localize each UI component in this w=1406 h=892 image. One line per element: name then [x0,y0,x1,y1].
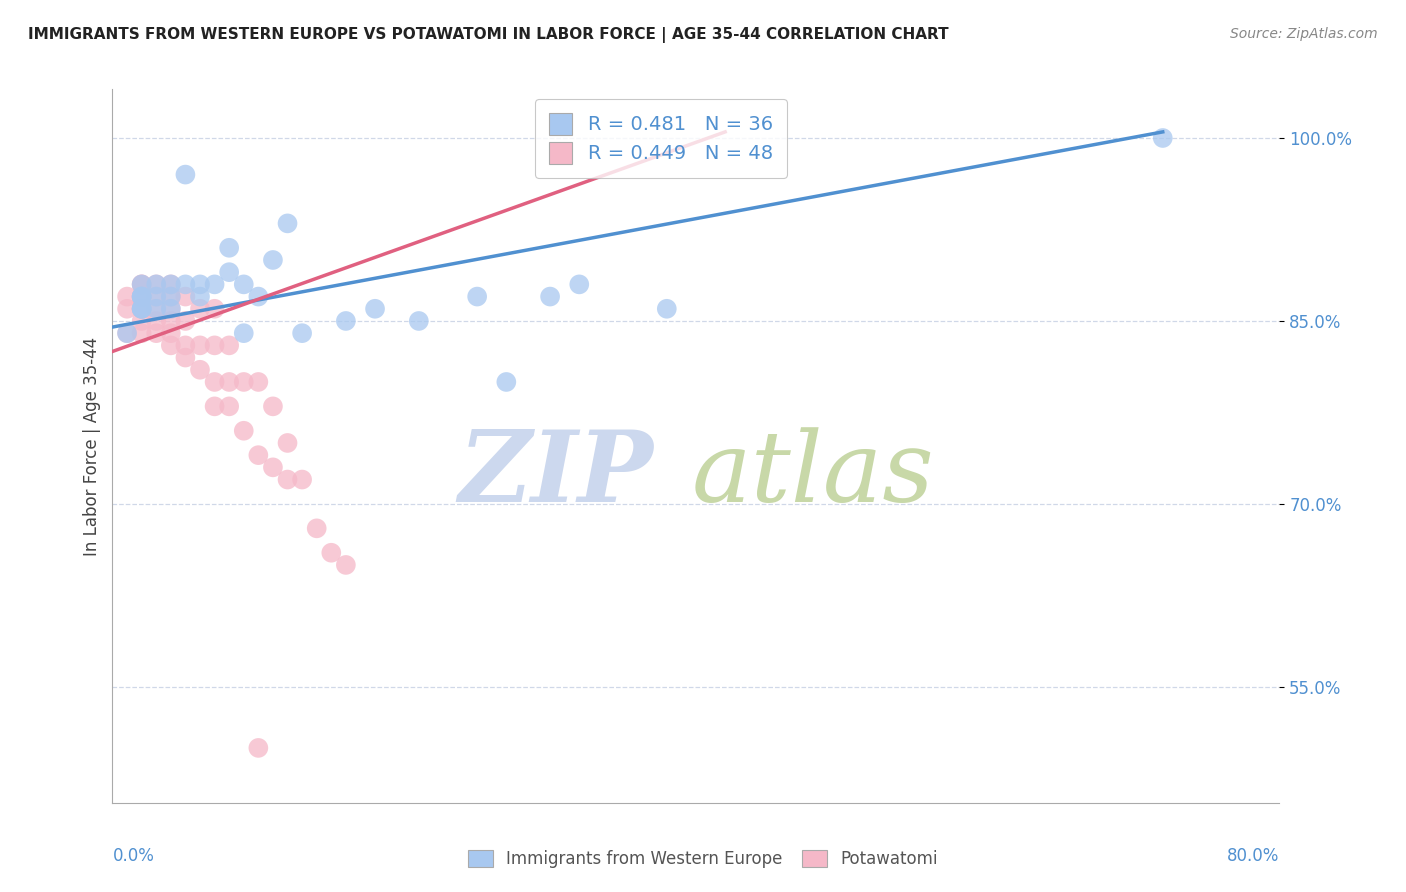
Point [247,289,270,303]
Point [160,338,183,352]
Point [131,277,153,292]
Point [247,740,270,755]
Point [218,400,240,414]
Point [131,301,153,316]
Point [160,301,183,316]
Point [321,546,343,560]
Point [174,168,197,182]
Point [204,375,226,389]
Point [204,277,226,292]
Point [204,338,226,352]
Point [174,338,197,352]
Point [568,277,591,292]
Text: IMMIGRANTS FROM WESTERN EUROPE VS POTAWATOMI IN LABOR FORCE | AGE 35-44 CORRELAT: IMMIGRANTS FROM WESTERN EUROPE VS POTAWA… [28,27,949,43]
Point [131,301,153,316]
Point [247,448,270,462]
Point [160,314,183,328]
Point [408,314,430,328]
Point [160,326,183,341]
Point [218,265,240,279]
Point [160,277,183,292]
Point [131,289,153,303]
Point [276,436,298,450]
Point [145,277,167,292]
Point [131,289,153,303]
Point [1152,131,1174,145]
Point [188,301,211,316]
Point [188,277,211,292]
Point [232,424,254,438]
Point [131,289,153,303]
Point [115,326,138,341]
Point [145,314,167,328]
Point [335,558,357,572]
Point [131,289,153,303]
Point [174,277,197,292]
Point [131,301,153,316]
Legend: Immigrants from Western Europe, Potawatomi: Immigrants from Western Europe, Potawato… [461,843,945,875]
Point [218,338,240,352]
Point [145,301,167,316]
Point [115,289,138,303]
Point [115,301,138,316]
Point [262,252,284,267]
Text: ZIP: ZIP [458,426,654,523]
Point [160,289,183,303]
Point [204,301,226,316]
Point [131,277,153,292]
Point [188,338,211,352]
Point [247,375,270,389]
Point [174,351,197,365]
Point [160,289,183,303]
Point [145,289,167,303]
Point [174,289,197,303]
Point [465,289,488,303]
Point [174,314,197,328]
Point [291,473,314,487]
Point [262,400,284,414]
Point [160,301,183,316]
Point [145,326,167,341]
Point [131,301,153,316]
Point [204,400,226,414]
Text: 0.0%: 0.0% [112,847,155,865]
Point [160,277,183,292]
Point [218,375,240,389]
Point [655,301,678,316]
Point [145,277,167,292]
Point [131,326,153,341]
Point [305,521,328,535]
Point [188,289,211,303]
Point [188,363,211,377]
Point [291,326,314,341]
Point [131,314,153,328]
Point [131,301,153,316]
Point [145,289,167,303]
Point [218,241,240,255]
Legend: R = 0.481   N = 36, R = 0.449   N = 48: R = 0.481 N = 36, R = 0.449 N = 48 [536,99,786,178]
Point [495,375,517,389]
Text: Source: ZipAtlas.com: Source: ZipAtlas.com [1230,27,1378,41]
Point [232,326,254,341]
Point [276,216,298,230]
Point [131,289,153,303]
Point [145,301,167,316]
Text: 80.0%: 80.0% [1227,847,1279,865]
Point [538,289,561,303]
Point [131,277,153,292]
Point [115,326,138,341]
Text: atlas: atlas [692,427,934,522]
Point [364,301,387,316]
Point [232,277,254,292]
Point [232,375,254,389]
Point [276,473,298,487]
Y-axis label: In Labor Force | Age 35-44: In Labor Force | Age 35-44 [83,336,101,556]
Point [335,314,357,328]
Point [262,460,284,475]
